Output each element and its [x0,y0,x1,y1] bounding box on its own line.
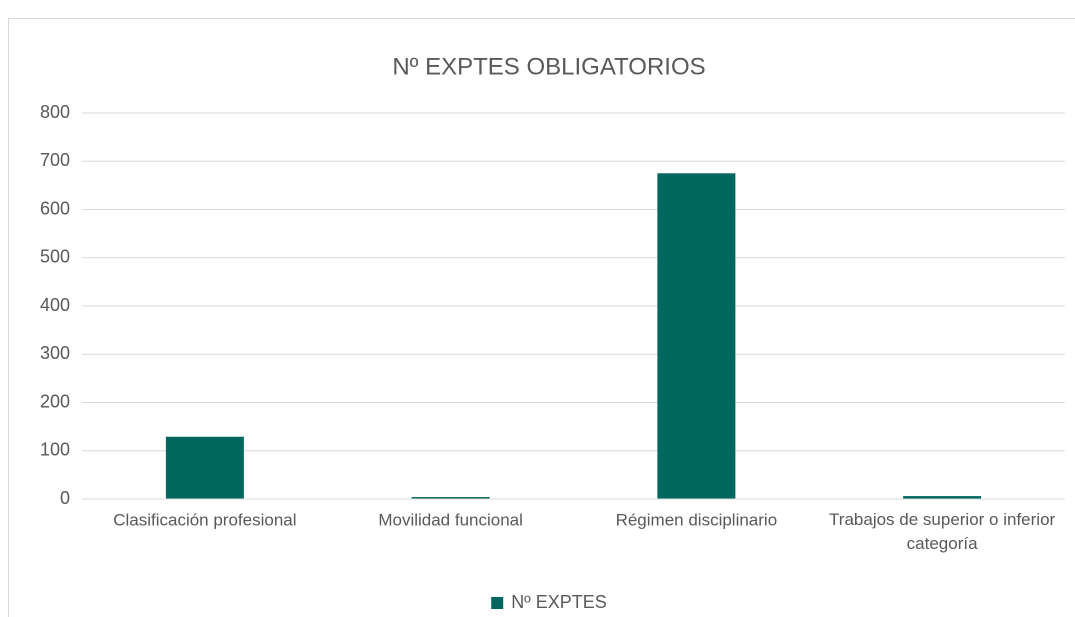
x-tick-label: Régimen disciplinario [616,510,778,529]
legend-swatch [491,597,504,609]
legend-label: Nº EXPTES [511,592,607,612]
y-tick-label: 100 [40,440,70,460]
y-tick-label: 800 [40,102,70,122]
x-tick-label: Movilidad funcional [378,510,523,529]
bar [165,436,244,499]
y-tick-label: 700 [40,150,70,170]
bar [411,497,490,499]
chart-frame [8,18,1075,617]
y-tick-label: 0 [60,488,70,508]
y-tick-label: 600 [40,198,70,218]
chart-title: Nº EXPTES OBLIGATORIOS [392,53,705,80]
y-tick-label: 400 [40,295,70,315]
bar [903,496,982,499]
x-tick-label-line: categoría [907,534,978,553]
x-tick-label: Clasificación profesional [113,510,296,529]
y-tick-label: 500 [40,247,70,267]
bar [657,173,736,499]
x-tick-label-line: Trabajos de superior o inferior [829,510,1055,529]
y-tick-label: 300 [40,343,70,363]
y-tick-label: 200 [40,391,70,411]
x-tick-label: Trabajos de superior o inferior categoría [829,510,1055,553]
